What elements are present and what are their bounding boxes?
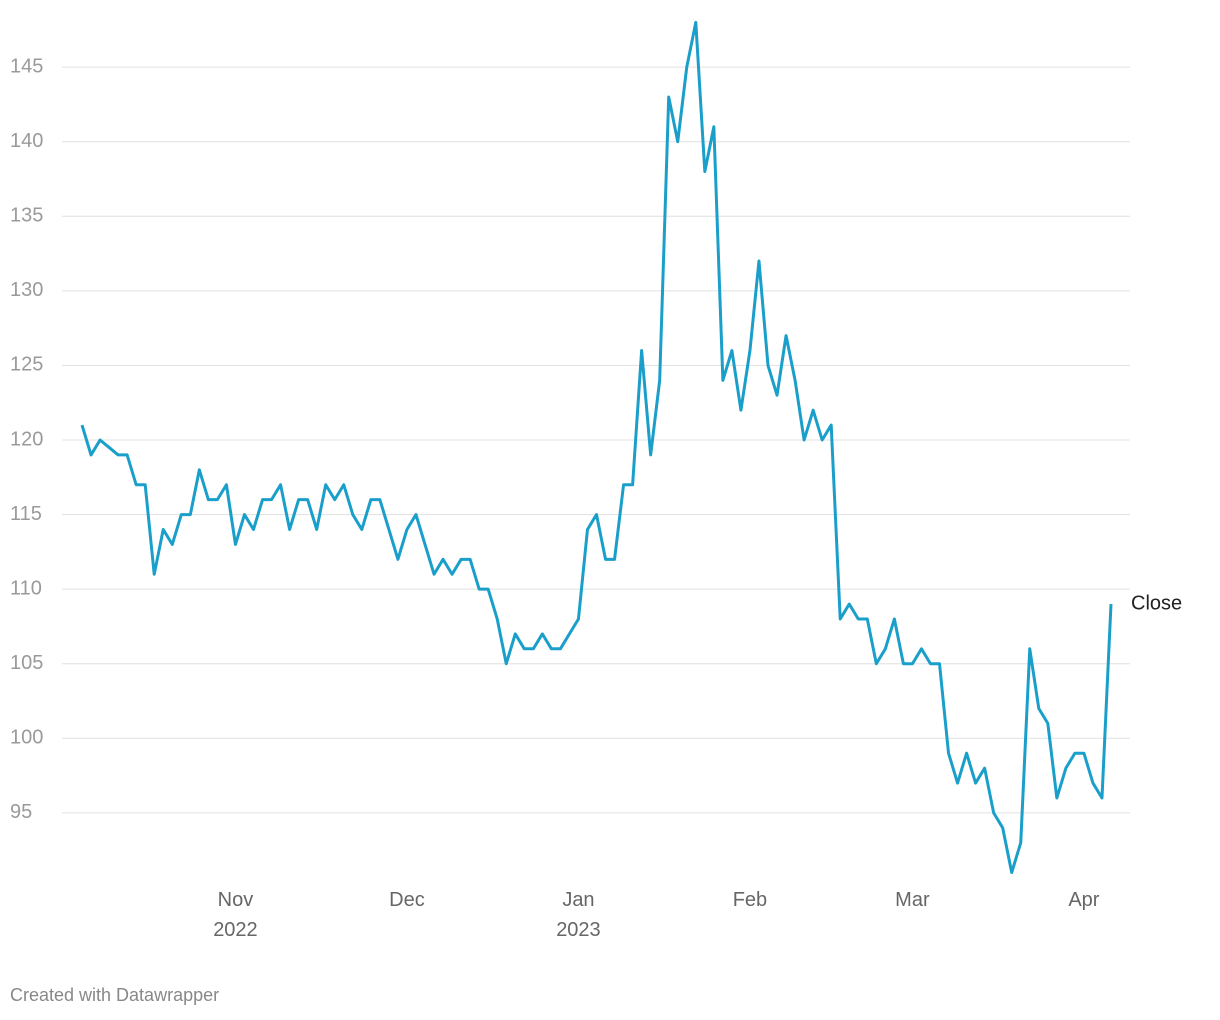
- y-tick-label: 145: [10, 55, 43, 77]
- y-tick-label: 100: [10, 727, 43, 749]
- y-tick-label: 130: [10, 279, 43, 301]
- y-tick-label: 105: [10, 652, 43, 674]
- x-tick-label: Mar: [895, 889, 930, 911]
- series-label: Close: [1131, 592, 1182, 614]
- y-tick-label: 120: [10, 428, 43, 450]
- y-tick-label: 95: [10, 801, 32, 823]
- x-tick-label: Apr: [1068, 889, 1100, 911]
- x-tick-label: Jan 2023: [556, 889, 601, 941]
- footer: Created with Datawrapper: [10, 985, 220, 1005]
- line: [80, 20, 1113, 875]
- y-tick-label: 125: [10, 354, 43, 376]
- x-tick-label: Dec: [389, 889, 425, 911]
- y-tick-label: 135: [10, 205, 43, 227]
- y-tick-label: 115: [10, 503, 42, 525]
- y-tick-label: 110: [10, 577, 42, 599]
- x-tick-label: Nov 2022: [213, 889, 258, 941]
- y-tick-label: 140: [10, 130, 43, 152]
- x-tick-label: Feb: [732, 889, 768, 911]
